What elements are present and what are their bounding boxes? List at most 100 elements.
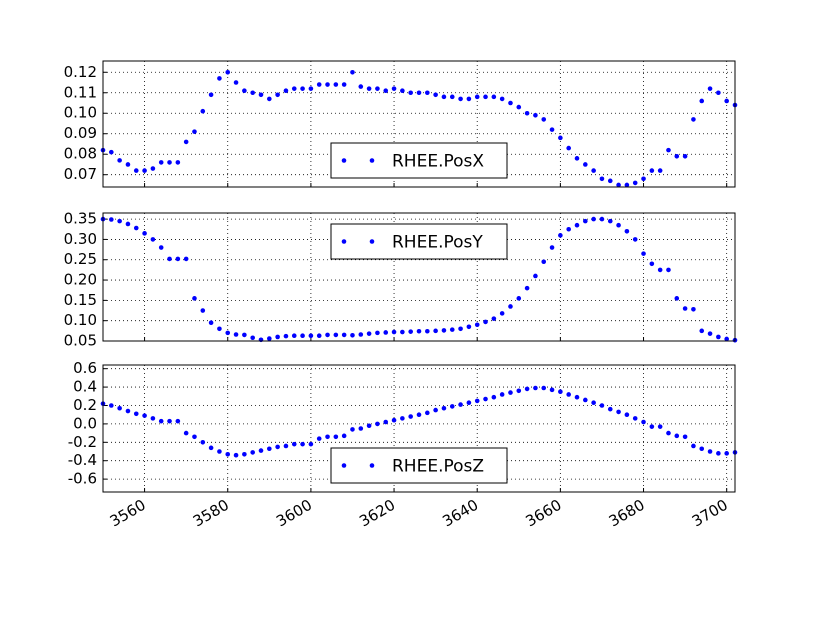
data-point [616, 182, 621, 188]
data-point [291, 86, 297, 91]
data-point [416, 90, 422, 96]
data-point [649, 168, 655, 173]
data-point [632, 180, 638, 186]
data-point [167, 160, 172, 165]
data-point [508, 304, 513, 309]
data-point [641, 176, 646, 182]
data-point [441, 405, 447, 411]
data-point [200, 440, 206, 445]
data-point [109, 149, 114, 155]
data-point [566, 392, 571, 397]
data-point [358, 332, 364, 337]
y-tick-label: 0.05 [64, 332, 97, 350]
data-point [691, 117, 696, 122]
data-point [516, 104, 522, 110]
data-point [150, 416, 156, 421]
data-point [616, 409, 621, 415]
data-point [666, 430, 671, 436]
data-point [217, 326, 222, 332]
legend-label: RHEE.PosZ [392, 457, 484, 477]
data-point [316, 436, 322, 441]
data-point [167, 418, 172, 424]
y-tick-label: 0.08 [64, 145, 97, 163]
data-point [383, 330, 389, 335]
data-point [641, 251, 646, 256]
data-point [192, 434, 197, 440]
data-point [533, 273, 538, 279]
data-point [425, 90, 430, 96]
data-point [333, 332, 339, 338]
data-point [425, 410, 430, 416]
data-point [591, 400, 596, 406]
plot-frame [102, 212, 736, 342]
data-point [400, 88, 405, 94]
data-point [524, 110, 530, 116]
data-point [383, 88, 389, 94]
y-tick-label: 0.10 [64, 104, 97, 122]
data-point [558, 135, 563, 141]
data-point [716, 451, 721, 456]
data-point [483, 94, 488, 100]
data-point [591, 168, 596, 173]
data-point [316, 82, 322, 87]
data-point [599, 403, 605, 408]
data-point [366, 331, 372, 336]
data-point [183, 139, 189, 145]
data-point [308, 441, 314, 447]
data-point [616, 222, 621, 228]
y-tick-label: 0.09 [64, 124, 97, 142]
data-point [175, 160, 181, 165]
data-point [167, 256, 172, 262]
data-point [583, 218, 588, 224]
data-point [624, 182, 630, 188]
data-point [117, 405, 122, 411]
data-point [300, 333, 305, 339]
data-point [607, 178, 613, 184]
data-point [657, 267, 663, 273]
data-point [117, 158, 122, 163]
data-point [375, 421, 380, 427]
legend-box [330, 142, 508, 179]
y-tick-label: 0.11 [64, 83, 97, 101]
data-point [707, 331, 713, 336]
data-point [125, 221, 131, 227]
data-point [574, 156, 580, 161]
data-point [416, 412, 422, 417]
data-point [699, 446, 705, 452]
data-point [724, 98, 729, 104]
data-point [549, 245, 555, 250]
data-point [533, 112, 538, 118]
data-point [441, 94, 447, 100]
data-point [549, 387, 555, 393]
data-point [308, 86, 314, 91]
data-point [225, 69, 231, 75]
data-point [208, 445, 214, 451]
data-point [267, 446, 272, 452]
data-point [208, 92, 214, 98]
data-point [225, 451, 231, 457]
data-point [657, 424, 663, 429]
data-point [308, 333, 314, 339]
data-point [300, 86, 305, 91]
data-point [250, 450, 255, 455]
data-point [375, 86, 380, 91]
data-point [541, 117, 547, 122]
legend-marker [341, 239, 347, 244]
data-point [657, 168, 663, 173]
data-point [233, 80, 239, 85]
data-point [158, 160, 164, 165]
legend-label: RHEE.PosX [392, 152, 484, 172]
data-point [350, 333, 355, 338]
data-point [175, 256, 181, 262]
data-point [109, 403, 114, 408]
legend-marker [369, 158, 375, 163]
data-point [325, 434, 330, 440]
y-tick-label: 0.10 [64, 311, 97, 329]
data-point [624, 228, 630, 234]
data-point [499, 96, 505, 102]
data-point [491, 94, 497, 100]
data-point [433, 92, 438, 98]
data-point [150, 166, 156, 171]
data-point [474, 94, 480, 100]
legend-marker [341, 463, 347, 468]
